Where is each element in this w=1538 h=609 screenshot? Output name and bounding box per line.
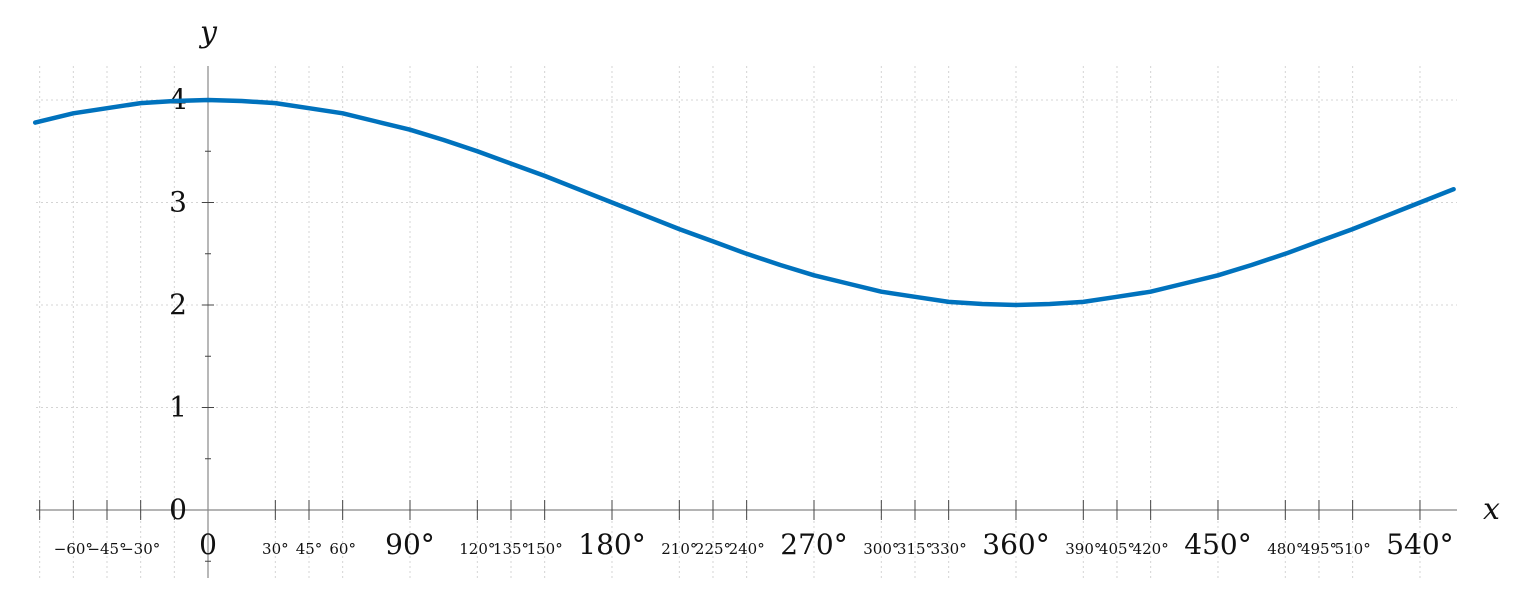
x-tick-label-minor: −60° bbox=[54, 540, 93, 558]
x-tick-label-minor: 135° bbox=[493, 540, 529, 558]
series-group bbox=[32, 97, 1456, 308]
x-tick-label-minor: 60° bbox=[329, 540, 356, 558]
x-tick-label-minor: 120° bbox=[459, 540, 495, 558]
y-axis-label: y bbox=[198, 15, 218, 50]
x-tick-label-minor: 210° bbox=[661, 540, 697, 558]
x-tick-label-major: 0 bbox=[199, 528, 217, 561]
x-tick-label-minor: 240° bbox=[729, 540, 765, 558]
x-tick-label-minor: 225° bbox=[695, 540, 731, 558]
x-tick-label-minor: 300° bbox=[863, 540, 899, 558]
y-tick-label: 0 bbox=[169, 493, 187, 526]
y-tick-label: 1 bbox=[169, 391, 187, 424]
x-tick-label-minor: 405° bbox=[1099, 540, 1135, 558]
x-tick-label-minor: −45° bbox=[87, 540, 126, 558]
x-tick-label-major: 360° bbox=[982, 528, 1049, 561]
x-tick-label-minor: 45° bbox=[296, 540, 323, 558]
y-tick-label: 2 bbox=[169, 288, 187, 321]
grid bbox=[36, 66, 1457, 578]
x-tick-label-minor: 495° bbox=[1301, 540, 1337, 558]
x-tick-label-minor: 510° bbox=[1335, 540, 1371, 558]
x-tick-label-minor: 315° bbox=[897, 540, 933, 558]
x-tick-label-minor: 150° bbox=[527, 540, 563, 558]
x-tick-label-major: 270° bbox=[780, 528, 847, 561]
x-tick-label-major: 180° bbox=[578, 528, 645, 561]
x-tick-label-minor: −30° bbox=[121, 540, 160, 558]
y-tick-label: 3 bbox=[169, 186, 187, 219]
x-tick-label-minor: 480° bbox=[1267, 540, 1303, 558]
series-line bbox=[32, 97, 1456, 308]
x-tick-label-major: 450° bbox=[1184, 528, 1251, 561]
x-tick-label-major: 540° bbox=[1386, 528, 1453, 561]
x-tick-label-minor: 30° bbox=[262, 540, 289, 558]
x-ticks: 0 90° 180° 270° 360° 450° 540° −60°−45°−30° 30° 4… bbox=[39, 500, 1454, 561]
x-tick-label-minor: 390° bbox=[1065, 540, 1101, 558]
x-tick-label-minor: 330° bbox=[931, 540, 967, 558]
x-axis-label: x bbox=[1483, 492, 1500, 527]
x-tick-label-major: 90° bbox=[385, 528, 435, 561]
x-tick-label-minor: 420° bbox=[1133, 540, 1169, 558]
